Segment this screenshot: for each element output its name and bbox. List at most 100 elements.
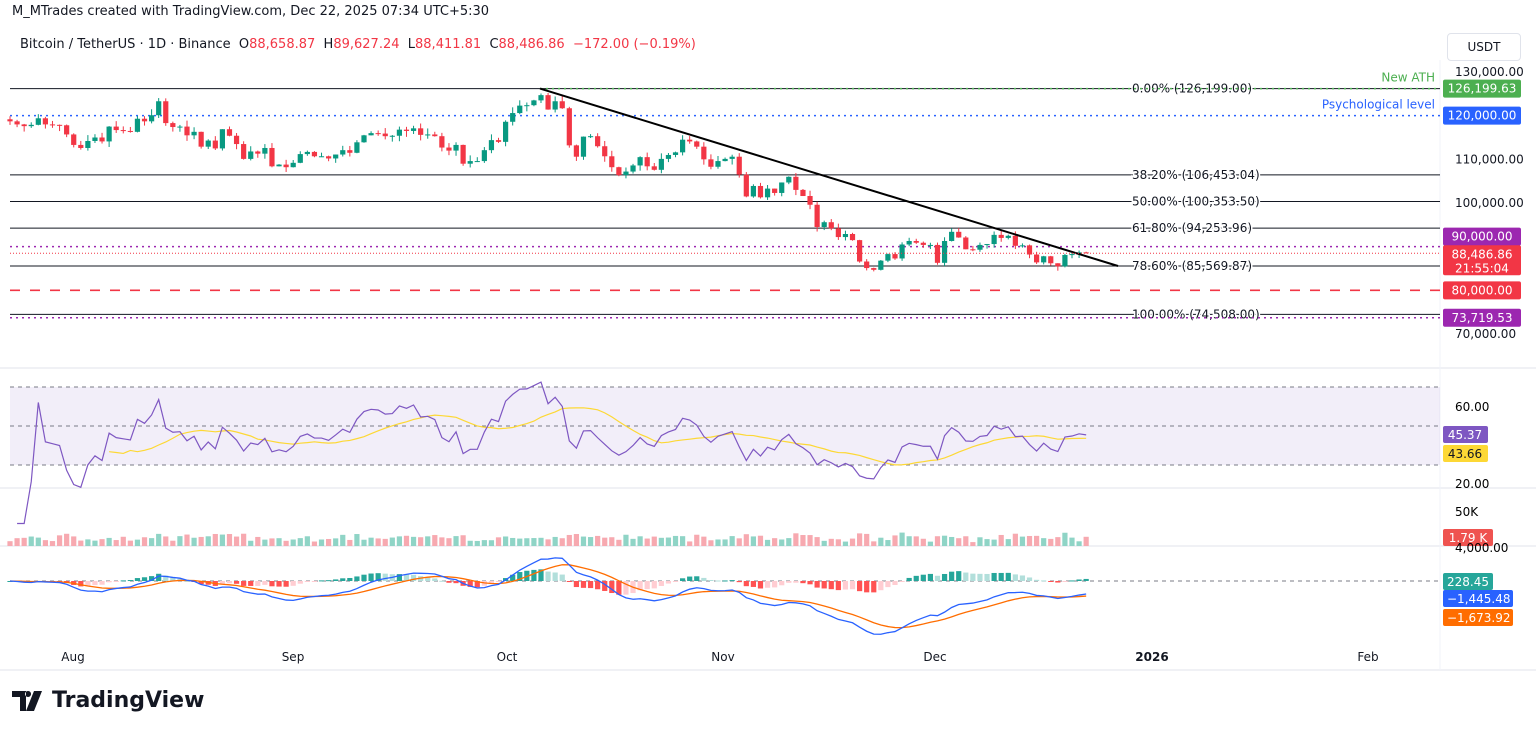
volume-bar	[722, 539, 728, 546]
candle-body	[602, 146, 608, 157]
macd-histogram-bar	[340, 578, 346, 581]
volume-bar	[375, 538, 381, 546]
candle-body	[644, 157, 650, 167]
candle-body	[326, 156, 332, 159]
candle-body	[687, 139, 693, 142]
volume-bar	[1083, 536, 1089, 546]
macd-histogram-bar	[552, 572, 558, 581]
macd-histogram-bar	[410, 574, 417, 581]
macd-histogram-bar	[290, 581, 296, 586]
volume-bar	[113, 540, 119, 546]
candle-body	[587, 136, 594, 138]
volume-bar	[177, 536, 183, 546]
volume-bar	[1034, 535, 1040, 546]
macd-histogram-bar	[729, 580, 735, 582]
volume-bar	[857, 533, 863, 546]
macd-histogram-bar	[85, 581, 91, 587]
candle-body	[7, 119, 13, 122]
volume-bar	[1069, 537, 1075, 546]
macd-histogram-bar	[857, 581, 863, 592]
macd-histogram-bar	[672, 581, 679, 582]
macd-histogram-bar	[517, 572, 523, 581]
volume-bar	[418, 537, 424, 546]
candle-body	[42, 118, 48, 125]
volume-bar	[538, 537, 544, 546]
candle-body	[49, 124, 56, 126]
candle-body	[99, 137, 105, 142]
macd-histogram-bar	[184, 580, 190, 582]
volume-bar	[42, 540, 48, 546]
volume-bar	[262, 539, 268, 546]
volume-bar	[233, 536, 240, 546]
candle-body	[340, 150, 346, 155]
low-value: 88,411.81	[415, 37, 482, 52]
candle-body	[956, 231, 962, 238]
rsi-ma-line	[109, 407, 1087, 466]
macd-histogram-bar	[708, 579, 714, 581]
candle-body	[828, 222, 834, 229]
macd-histogram-bar	[538, 569, 544, 581]
macd-histogram-bar	[255, 581, 261, 586]
open-value: 88,658.87	[249, 37, 316, 52]
macd-histogram-bar	[361, 574, 367, 581]
volume-bar	[14, 538, 20, 546]
volume-bar	[545, 539, 551, 546]
volume-bar	[559, 538, 565, 546]
candle-body	[78, 144, 84, 148]
candle-body	[120, 130, 126, 132]
volume-bar	[21, 537, 27, 546]
candle-body	[545, 95, 551, 110]
level-label: Psychological level	[1322, 98, 1435, 112]
volume-bar	[906, 536, 912, 546]
volume-bar	[779, 539, 785, 546]
macd-histogram-bar	[198, 581, 204, 585]
candle-body	[906, 240, 912, 245]
volume-bar	[941, 535, 948, 546]
macd-value: −1,673.92	[1447, 611, 1511, 625]
macd-histogram-bar	[899, 581, 905, 582]
macd-histogram-bar	[488, 581, 495, 584]
macd-histogram-bar	[722, 580, 728, 582]
volume-bar	[510, 537, 516, 546]
macd-histogram-bar	[531, 569, 537, 581]
macd-histogram-bar	[687, 576, 693, 581]
rsi-tick: 20.00	[1455, 477, 1489, 491]
candle-body	[113, 126, 119, 131]
volume-bar	[609, 537, 615, 546]
price-chart[interactable]: Aug Sep Oct Nov Dec 2026 Feb 130,000.00 110,000.…	[0, 0, 1536, 680]
volume-bar	[347, 539, 353, 546]
tradingview-logo-icon	[12, 690, 42, 711]
currency-button[interactable]: USDT	[1447, 33, 1521, 61]
volume-bar	[304, 536, 310, 546]
volume-bar	[1041, 538, 1047, 546]
symbol-name[interactable]: Bitcoin / TetherUS · 1D · Binance	[20, 37, 231, 52]
macd-histogram-bar	[276, 581, 282, 587]
volume-bar	[729, 536, 735, 546]
volume-bar	[403, 535, 410, 546]
volume-bar	[602, 537, 608, 546]
macd-histogram-bar	[828, 581, 834, 590]
macd-histogram-bar	[871, 581, 877, 593]
candle-body	[609, 156, 615, 168]
volume-bar	[453, 536, 459, 546]
volume-tag	[1443, 529, 1493, 546]
volume-value: 1.79 K	[1449, 531, 1489, 545]
candle-body	[814, 204, 820, 228]
macd-histogram-bar	[849, 581, 856, 590]
time-tick: Aug	[61, 650, 84, 664]
volume-bar	[920, 538, 926, 546]
last-price-text: 88,486.86	[1451, 247, 1512, 261]
candle-body	[410, 128, 417, 131]
fib-label: 78.60% (85,569.87)	[1132, 259, 1252, 273]
candle-body	[1055, 263, 1061, 267]
time-tick: Dec	[923, 650, 946, 664]
macd-histogram-bar	[1069, 580, 1075, 582]
macd-histogram-bar	[113, 581, 119, 582]
candle-body	[92, 137, 98, 141]
macd-histogram-bar	[779, 581, 785, 586]
candle-body	[318, 156, 325, 158]
candle-body	[35, 118, 41, 125]
candle-body	[495, 140, 502, 142]
candle-body	[658, 158, 664, 170]
price-tick: 70,000.00	[1455, 327, 1516, 341]
